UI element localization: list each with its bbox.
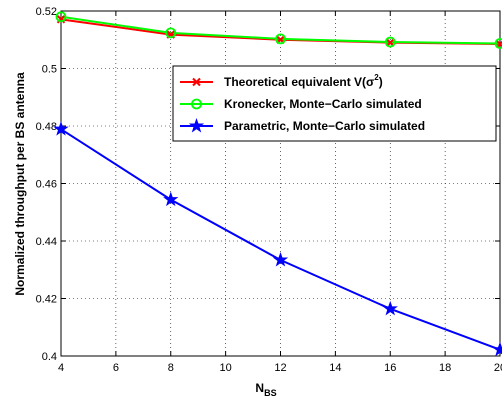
x-tick-label: 4 — [58, 362, 64, 374]
x-axis-label: NBS — [255, 381, 276, 398]
axis-ticks: 4 6 8 10 12 14 16 18 20 0.4 0.42 0.44 0.46 0.48 0.5 0.5… — [36, 6, 502, 374]
x-tick-label: 20 — [494, 362, 502, 374]
data-point-2-0 — [53, 121, 69, 136]
legend-label-theoretical-name: Theoretical equivalent V(σ — [224, 75, 374, 89]
legend-label-theoretical-suffix: ) — [379, 75, 383, 89]
x-tick-label: 12 — [274, 362, 286, 374]
data-point-0-3 — [386, 38, 395, 47]
legend-entry-theoretical: Theoretical equivalent V(σ2) — [180, 73, 383, 89]
y-tick-label: 0.5 — [42, 64, 57, 76]
y-axis-label: Normalized throughput per BS antenna — [13, 72, 27, 296]
y-tick-label: 0.46 — [36, 179, 57, 191]
y-tick-label: 0.42 — [36, 294, 57, 306]
legend-marker-theoretical — [192, 77, 201, 87]
x-tick-label: 10 — [220, 362, 232, 374]
legend-entry-parametric: Parametric, Monte−Carlo simulated — [180, 117, 425, 133]
x-tick-label: 16 — [384, 362, 396, 374]
data-point-2-3 — [382, 300, 398, 316]
legend-marker-symbol-0-stroke-b — [192, 77, 201, 87]
data-point-1-4 — [494, 38, 502, 49]
y-tick-label: 0.4 — [42, 351, 57, 363]
legend-marker-kronecker — [191, 98, 202, 110]
x-tick-label: 6 — [113, 362, 119, 374]
x-axis-label-main: N — [255, 381, 264, 395]
data-point-2-1 — [163, 191, 179, 207]
y-tick-label: 0.48 — [36, 121, 57, 133]
legend-label-theoretical-sup: 2 — [374, 73, 379, 82]
grid-lines — [61, 11, 500, 356]
x-axis-label-subscript: BS — [264, 388, 277, 398]
data-point-2-2 — [272, 251, 289, 267]
x-tick-label: 18 — [439, 362, 451, 374]
data-point-0-0-stroke-b — [56, 15, 66, 24]
data-point-2-4 — [492, 341, 502, 357]
legend-marker-symbol-1 — [191, 98, 202, 110]
data-point-0-4 — [495, 39, 502, 49]
x-tick-label: 14 — [329, 362, 341, 374]
data-point-0-0 — [56, 15, 66, 24]
y-tick-label: 0.44 — [36, 236, 57, 248]
data-point-1-3 — [384, 36, 396, 48]
data-point-1-0 — [55, 11, 67, 23]
data-point-0-3-stroke-b — [386, 38, 395, 47]
legend-label-parametric: Parametric, Monte−Carlo simulated — [224, 119, 425, 133]
data-point-0-4-stroke-b — [495, 40, 502, 49]
legend-marker-symbol-0 — [192, 77, 201, 87]
legend: Theoretical equivalent V(σ2) Kronecker, … — [172, 65, 497, 142]
legend-label-theoretical: Theoretical equivalent V(σ2) — [224, 73, 383, 89]
series-layer — [53, 11, 502, 357]
legend-marker-parametric — [188, 117, 205, 133]
legend-marker-symbol-2 — [188, 117, 205, 133]
legend-label-kronecker: Kronecker, Monte−Carlo simulated — [224, 97, 422, 111]
legend-box — [172, 65, 497, 142]
data-point-1-2 — [275, 33, 286, 45]
legend-entry-kronecker: Kronecker, Monte−Carlo simulated — [180, 97, 422, 111]
data-point-1-1 — [165, 27, 177, 39]
x-tick-label: 8 — [168, 362, 174, 374]
y-tick-label: 0.52 — [36, 6, 57, 18]
